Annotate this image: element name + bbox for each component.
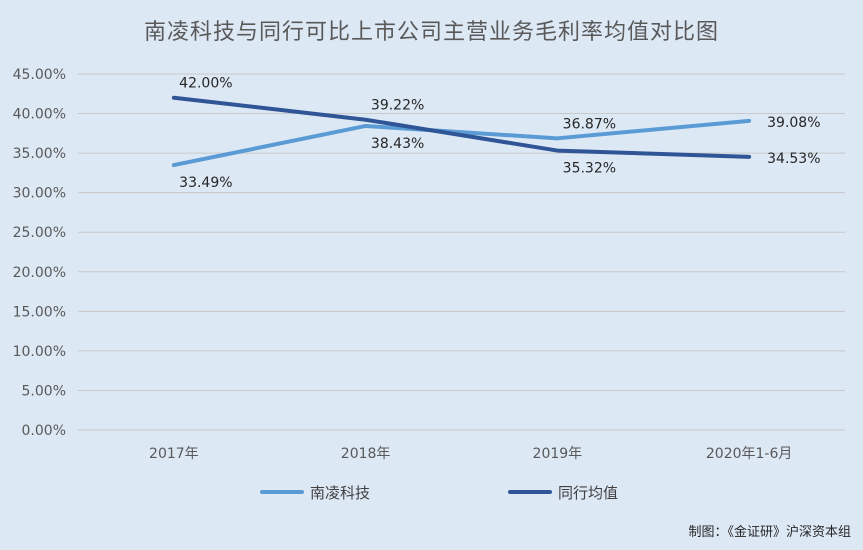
data-label: 39.08% bbox=[767, 115, 820, 131]
legend-label: 同行均值 bbox=[558, 484, 618, 502]
y-tick-label: 5.00% bbox=[22, 383, 66, 399]
x-tick-label: 2017年 bbox=[149, 446, 199, 462]
y-tick-label: 30.00% bbox=[13, 186, 66, 202]
legend-label: 南凌科技 bbox=[310, 484, 370, 502]
y-tick-label: 40.00% bbox=[13, 107, 66, 123]
x-tick-label: 2019年 bbox=[533, 446, 583, 462]
x-tick-label: 2018年 bbox=[341, 446, 391, 462]
data-label: 36.87% bbox=[563, 116, 616, 132]
y-tick-label: 45.00% bbox=[13, 67, 66, 83]
y-tick-label: 0.00% bbox=[22, 423, 66, 439]
y-tick-label: 15.00% bbox=[13, 304, 66, 320]
y-tick-label: 20.00% bbox=[13, 265, 66, 281]
data-label: 35.32% bbox=[563, 161, 616, 177]
data-label: 33.49% bbox=[179, 175, 232, 191]
y-tick-label: 10.00% bbox=[13, 344, 66, 360]
y-tick-label: 35.00% bbox=[13, 146, 66, 162]
data-label: 38.43% bbox=[371, 136, 424, 152]
data-label: 42.00% bbox=[179, 76, 232, 92]
x-tick-label: 2020年1-6月 bbox=[706, 446, 793, 462]
series-line bbox=[171, 95, 752, 159]
y-tick-label: 25.00% bbox=[13, 225, 66, 241]
credit-text: 制图：《金证研》沪深资本组 bbox=[688, 525, 851, 540]
chart-title: 南凌科技与同行可比上市公司主营业务毛利率均值对比图 bbox=[143, 20, 719, 45]
data-label: 34.53% bbox=[767, 151, 820, 167]
series-line bbox=[171, 118, 752, 168]
data-label: 39.22% bbox=[371, 98, 424, 114]
